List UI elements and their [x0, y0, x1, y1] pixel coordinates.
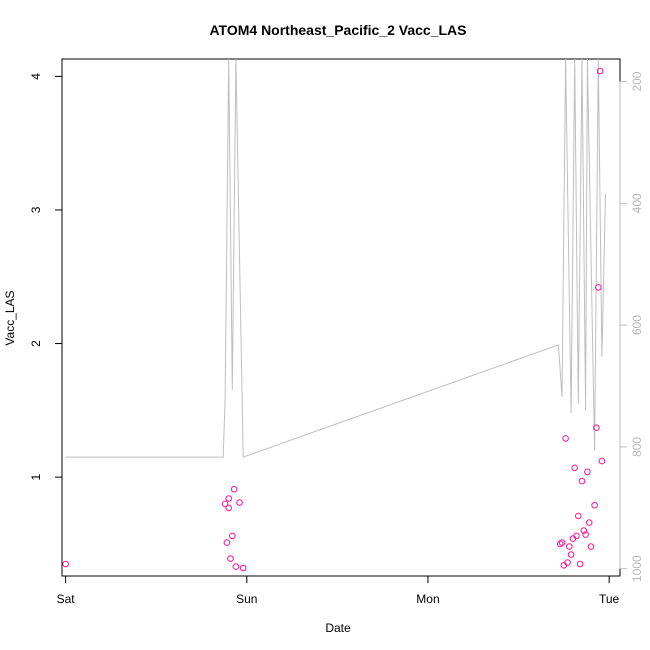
plot-frame	[61, 58, 621, 577]
data-point	[564, 559, 571, 566]
data-point	[225, 495, 232, 502]
data-point	[591, 501, 598, 509]
data-point	[573, 532, 580, 540]
y-tick-label: 2	[29, 340, 43, 347]
data-point	[232, 563, 240, 570]
data-point	[582, 531, 589, 538]
y-right-tick-label: 1000	[630, 555, 644, 582]
data-point	[580, 527, 588, 534]
data-point	[596, 67, 604, 75]
data-point	[587, 543, 595, 550]
y-tick-label: 1	[29, 473, 43, 480]
y-tick-label: 4	[29, 73, 43, 80]
data-point	[566, 543, 573, 550]
chart-title: ATOM4 Northeast_Pacific_2 Vacc_LAS	[209, 22, 466, 38]
x-tick-label: Sun	[236, 592, 257, 606]
x-tick-label: Tue	[599, 592, 620, 606]
data-point	[227, 555, 234, 562]
data-point	[221, 500, 229, 508]
data-point	[571, 464, 579, 472]
points-series	[62, 67, 606, 572]
line-series	[65, 59, 606, 458]
y-right-tick-label: 800	[630, 437, 644, 457]
data-point	[229, 532, 236, 540]
x-axis-label: Date	[325, 621, 351, 635]
y-right-tick-label: 200	[630, 71, 644, 91]
data-point	[223, 539, 231, 546]
x-tick-label: Sat	[57, 592, 76, 606]
x-tick-label: Mon	[416, 592, 439, 606]
data-point	[585, 519, 593, 526]
data-point	[236, 499, 243, 506]
data-point	[562, 435, 569, 442]
y-right-tick-label: 400	[630, 193, 644, 213]
data-point	[593, 424, 600, 432]
x-axis: Sat Sun Mon Tue	[57, 575, 620, 606]
data-point	[225, 504, 232, 512]
data-point	[556, 540, 564, 548]
y-axis-label: Vacc_LAS	[3, 290, 17, 345]
data-point	[239, 564, 247, 572]
data-point	[575, 512, 582, 520]
data-point	[584, 468, 591, 476]
y-right-tick-label: 600	[630, 315, 644, 335]
data-point	[62, 560, 69, 568]
y-tick-label: 3	[29, 206, 43, 213]
y-axis-right: 200 400 600 800 1000	[619, 71, 644, 582]
data-point	[558, 539, 566, 546]
y-axis: 1 2 3 4	[29, 73, 63, 480]
series-line	[65, 59, 606, 458]
data-point	[576, 560, 584, 568]
data-point	[595, 284, 602, 291]
data-point	[230, 485, 238, 493]
data-point	[578, 477, 586, 485]
data-point	[567, 551, 575, 558]
data-point	[598, 457, 606, 465]
